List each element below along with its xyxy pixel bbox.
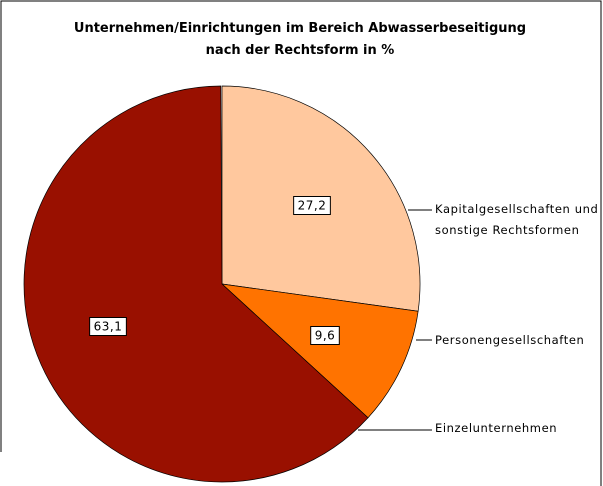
data-label: 9,6: [315, 329, 336, 343]
chart-title: Unternehmen/Einrichtungen im Bereich Abw…: [73, 21, 527, 58]
pie-slice: [23, 85, 369, 483]
data-label: 63,1: [94, 320, 123, 334]
data-label: 27,2: [298, 199, 327, 213]
category-label: Personengesellschaften: [435, 333, 585, 347]
data-label-box: [293, 196, 331, 215]
data-label-box: [89, 317, 127, 336]
category-label: Einzelunternehmen: [435, 421, 558, 435]
pie-slice: [220, 283, 419, 419]
data-label-box: [310, 326, 340, 345]
category-label: Kapitalgesellschaften und sonstige Recht…: [435, 202, 599, 237]
